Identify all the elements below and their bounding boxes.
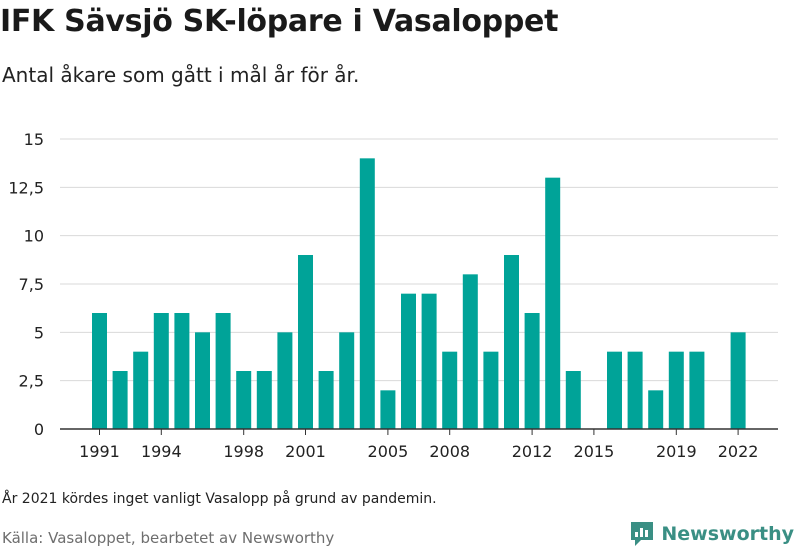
y-tick-label: 5 (34, 323, 44, 342)
bar-1993[interactable] (133, 351, 149, 429)
bar-1994[interactable] (153, 313, 169, 429)
x-tick-label: 2022 (718, 442, 759, 461)
bars (92, 158, 746, 430)
bar-2006[interactable] (401, 293, 416, 429)
y-tick-label: 0 (34, 420, 44, 439)
x-tick-label: 2001 (285, 442, 326, 461)
y-tick-label: 2,5 (19, 372, 44, 391)
chart-title: IFK Sävsjö SK-löpare i Vasaloppet (0, 4, 559, 39)
bar-2016[interactable] (607, 351, 622, 429)
bar-2020[interactable] (689, 351, 705, 429)
bar-2000[interactable] (277, 332, 293, 429)
bar-2022[interactable] (730, 332, 746, 429)
x-tick-label: 2019 (656, 442, 697, 461)
bar-2007[interactable] (421, 293, 437, 429)
newsworthy-brand[interactable]: Newsworthy (629, 520, 794, 548)
bar-1991[interactable] (92, 313, 107, 429)
x-tick-label: 1998 (223, 442, 264, 461)
bar-2005[interactable] (380, 390, 396, 429)
footnote: År 2021 kördes inget vanligt Vasalopp på… (2, 491, 437, 507)
x-tick-label: 2008 (429, 442, 470, 461)
bar-2008[interactable] (442, 351, 458, 429)
newsworthy-logo-icon (631, 522, 654, 546)
y-axis-ticks: 0 2,5 5 7,5 10 12,5 15 (8, 130, 44, 439)
y-tick-label: 15 (24, 130, 44, 149)
x-tick-label: 1994 (141, 442, 182, 461)
bar-1998[interactable] (236, 371, 252, 429)
bar-1995[interactable] (174, 313, 190, 429)
bar-2009[interactable] (462, 274, 478, 429)
bar-1996[interactable] (195, 332, 210, 429)
x-tick-label: 1991 (79, 442, 120, 461)
bar-2014[interactable] (565, 371, 581, 429)
y-tick-label: 7,5 (19, 275, 44, 294)
bar-chart: 0 2,5 5 7,5 10 12,5 15 1991 1994 1998 2001 2005 200… (8, 130, 778, 461)
bar-2013[interactable] (545, 177, 561, 429)
bar-1992[interactable] (112, 371, 128, 429)
bar-2004[interactable] (359, 158, 375, 430)
bar-2018[interactable] (648, 390, 664, 429)
bar-2019[interactable] (668, 351, 684, 429)
bar-2011[interactable] (504, 255, 519, 429)
bar-2001[interactable] (298, 255, 313, 429)
newsworthy-brand-name: Newsworthy (661, 523, 794, 545)
bar-1997[interactable] (215, 313, 231, 429)
bar-2002[interactable] (318, 371, 334, 429)
x-tick-label: 2012 (512, 442, 553, 461)
y-tick-label: 12,5 (8, 178, 44, 197)
chart-subtitle: Antal åkare som gått i mål år för år. (2, 63, 360, 87)
x-tick-label: 2015 (574, 442, 615, 461)
x-tick-label: 2005 (368, 442, 409, 461)
y-tick-label: 10 (24, 227, 44, 246)
bar-1999[interactable] (256, 371, 272, 429)
bar-2017[interactable] (627, 351, 643, 429)
x-axis-ticks: 1991 1994 1998 2001 2005 2008 2012 2015 2019 2022 (79, 429, 758, 461)
source-text: Källa: Vasaloppet, bearbetet av Newswort… (2, 529, 335, 547)
bar-2010[interactable] (483, 351, 499, 429)
bar-2003[interactable] (339, 332, 355, 429)
bar-2012[interactable] (524, 313, 540, 429)
